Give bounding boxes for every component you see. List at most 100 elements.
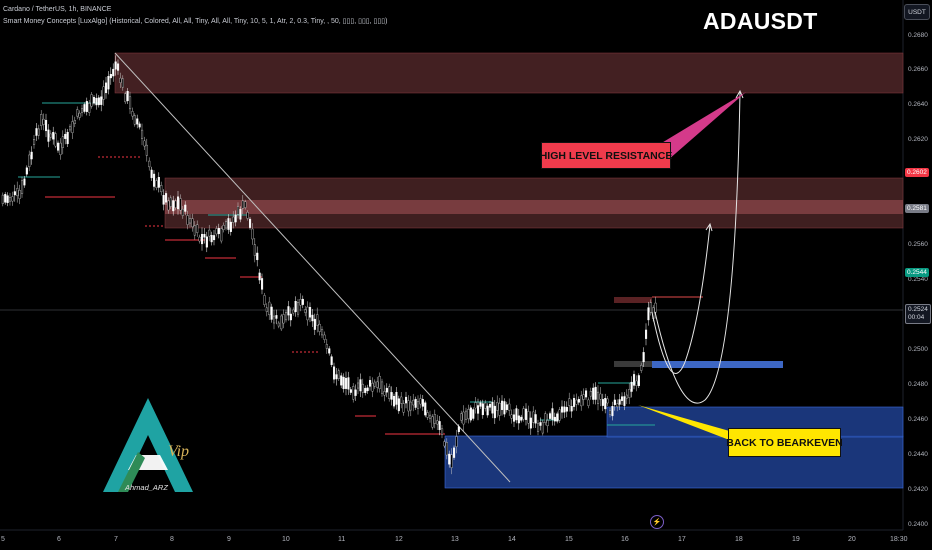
symbol-header[interactable]: Cardano / TetherUS, 1h, BINANCE [3,6,112,13]
candle-body [280,315,283,330]
candle-body [241,200,244,209]
candle-body [498,402,501,416]
candle-body [474,402,477,409]
candle-body [83,104,86,112]
candle-body [289,313,292,321]
candle-body [102,86,105,100]
high-resistance-callout[interactable]: HIGH LEVEL RESISTANCE [540,142,672,169]
candle-body [364,387,367,393]
candle-body [604,398,607,410]
candle-body [328,348,331,354]
candle-body [316,314,319,326]
candle-body [150,169,153,179]
candle-body [196,224,199,233]
candle-body [253,244,256,256]
candle-body [232,216,235,223]
candle-body [174,200,177,208]
candle-body [11,196,14,202]
candle-body [510,414,513,419]
candle-body [116,63,120,71]
candle-body [333,366,336,380]
candle-body [76,109,79,117]
candle-body [208,229,211,237]
indicator-header[interactable]: Smart Money Concepts [LuxAlgo] (Historic… [3,18,388,25]
candle-body [611,406,614,417]
candle-body [407,400,410,412]
price-axis-label: 0.2620 [908,136,928,143]
currency-button[interactable]: USDT [904,4,930,20]
trend-line[interactable] [114,52,511,483]
candle-body [479,402,482,407]
candle-body [200,233,204,245]
candle-body [126,91,129,102]
candle-body [400,396,403,404]
price-axis-label: 0.2540 [908,276,928,283]
candle-body [107,76,110,90]
candle-body [318,323,321,332]
candle-body [172,200,175,212]
candle-body [462,411,465,425]
time-axis-label: 18:30 [890,536,908,543]
candle-body [402,403,405,413]
price-axis-label: 0.2440 [908,451,928,458]
lightning-icon[interactable]: ⚡ [650,515,664,529]
candle-body [21,180,24,194]
price-tag-teal: 0.2544 [905,268,929,277]
candle-body [585,390,588,398]
candle-body [114,61,117,70]
candle-body [448,453,451,465]
time-axis-label: 12 [395,536,403,543]
candle-body [450,454,453,468]
candle-body [57,142,60,151]
candle-body [453,447,456,458]
candle-body [299,299,302,306]
candle-body [361,383,364,393]
candle-body [273,315,276,324]
candle-body [601,399,604,406]
candle-body [606,398,609,404]
breakeven-callout[interactable]: BACK TO BEARKEVEN [726,428,843,457]
candle-body [417,401,420,409]
candle-body [431,416,434,428]
candle-body [618,399,621,405]
candle-body [28,154,31,168]
candle-body [4,194,7,203]
candle-body [496,402,499,411]
candle-body [124,93,127,103]
price-axis-label: 0.2480 [908,381,928,388]
candle-body [580,395,583,407]
candle-body [561,406,564,413]
candle-body [49,133,52,138]
candle-body [90,94,93,107]
candle-body [537,423,540,432]
candle-body [184,204,187,212]
candle-body [335,374,338,380]
candle-body [621,396,624,401]
candle-body [325,344,328,349]
candle-body [575,399,578,405]
candle-body [136,118,139,125]
candle-body [198,236,201,242]
candle-body [433,414,436,424]
candle-body [119,77,122,83]
candle-body [484,402,487,409]
candle-body [80,108,84,113]
candle-body [210,235,213,243]
candle-body [371,382,374,392]
callout-red-pointer [650,92,746,160]
candle-body [246,212,249,219]
projection-path-2 [654,91,741,404]
price-tag-gray: 0.2581 [905,204,929,213]
time-axis-label: 7 [114,536,118,543]
candle-body [460,413,463,421]
order-block-gray [614,361,652,367]
order-block-red [614,297,652,303]
candle-body [337,370,340,379]
candle-body [582,394,585,400]
candle-body [625,394,628,399]
price-axis-label: 0.2500 [908,346,928,353]
candle-body [186,215,189,225]
candle-body [429,414,432,419]
candle-body [551,408,554,420]
